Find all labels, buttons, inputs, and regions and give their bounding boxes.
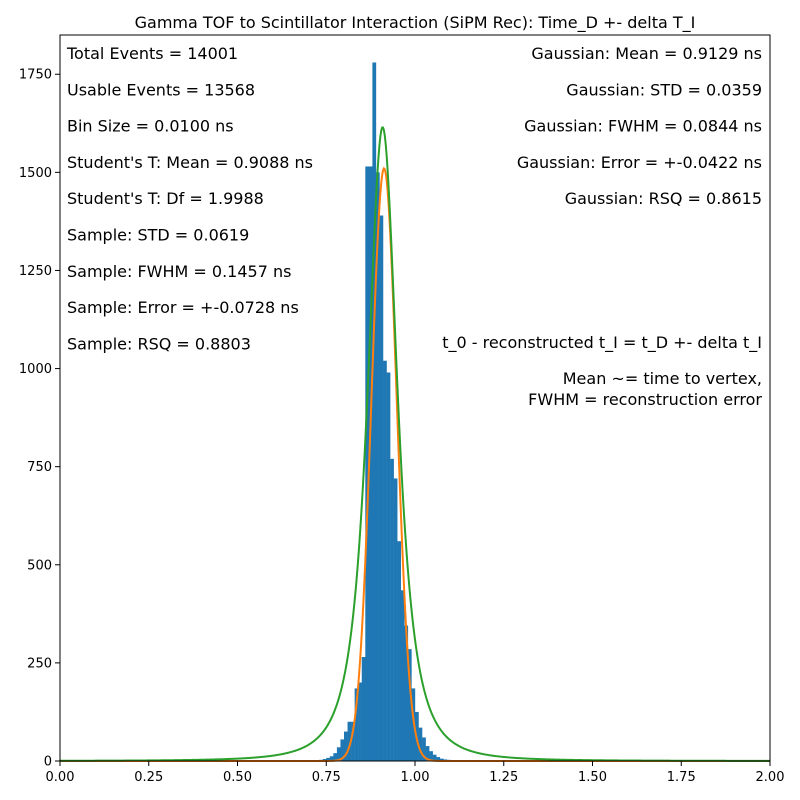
x-tick-label: 1.25 (489, 770, 518, 785)
y-tick-label: 1000 (19, 362, 52, 377)
chart-title: Gamma TOF to Scintillator Interaction (S… (135, 13, 696, 33)
stat-annotation-left: Student's T: Mean = 0.9088 ns (67, 153, 313, 172)
x-tick-label: 0.25 (134, 770, 163, 785)
stat-annotation-right: Gaussian: FWHM = 0.0844 ns (524, 117, 762, 136)
histogram-bar (379, 215, 384, 761)
x-tick-label: 1.50 (578, 770, 607, 785)
y-tick-label: 750 (27, 460, 52, 475)
y-tick-label: 500 (27, 558, 52, 573)
histogram-bar (351, 721, 355, 761)
y-axis: 0 250 500 750 1000 1250 1500 1750 (19, 68, 60, 770)
stat-annotation-left: Total Events = 14001 (66, 44, 238, 63)
histogram-bar (407, 649, 412, 761)
stat-annotation-left: Sample: RSQ = 0.8803 (67, 334, 251, 353)
x-tick-label: 0.50 (223, 770, 252, 785)
stat-annotation-left: Sample: FWHM = 0.1457 ns (67, 262, 291, 281)
y-tick-label: 250 (27, 656, 52, 671)
histogram-bar (361, 657, 366, 761)
histogram-bar (329, 756, 334, 761)
histogram-bar (344, 731, 348, 761)
x-tick-label: 1.00 (401, 770, 430, 785)
annotations: Total Events = 14001 Usable Events = 1356… (66, 44, 762, 409)
histogram-bar (326, 757, 330, 761)
histogram-bar (393, 478, 398, 761)
stat-annotation-left: Usable Events = 13568 (67, 80, 255, 99)
histogram-bar (400, 590, 405, 761)
histogram-bar (336, 747, 341, 761)
histogram-bar (365, 166, 370, 762)
histogram-bar (397, 541, 401, 761)
histogram-bar (429, 751, 433, 761)
histogram-bar (383, 360, 387, 761)
x-axis: 0.00 0.25 0.50 0.75 1.00 1.25 1.50 1.75 2.00 (46, 761, 785, 785)
histogram-bar (425, 746, 430, 761)
stat-annotation-left: Bin Size = 0.0100 ns (67, 117, 234, 136)
stat-annotation-left: Student's T: Df = 1.9988 (67, 189, 264, 208)
histogram-bar (354, 688, 359, 761)
y-tick-label: 1250 (19, 264, 52, 279)
y-tick-label: 1500 (19, 166, 52, 181)
stat-annotation-left: Sample: Error = +-0.0728 ns (67, 298, 299, 317)
histogram-bar (368, 166, 373, 762)
histogram-bar (340, 739, 345, 761)
histogram-bar (375, 172, 380, 762)
note-annotation-right: Mean ~= time to vertex, (563, 369, 762, 388)
x-tick-label: 0.00 (46, 770, 75, 785)
histogram-bar (390, 458, 394, 761)
histogram-bar (386, 372, 391, 761)
y-tick-label: 1750 (19, 68, 52, 83)
histogram-bar (372, 62, 377, 761)
histogram-bar (333, 753, 338, 761)
y-tick-label: 0 (44, 755, 52, 770)
stat-annotation-right: Gaussian: Error = +-0.0422 ns (517, 153, 762, 172)
stat-annotation-right: Gaussian: RSQ = 0.8615 (565, 189, 762, 208)
histogram-bar (358, 682, 362, 761)
stat-annotation-right: Gaussian: Mean = 0.9129 ns (531, 44, 762, 63)
x-tick-label: 2.00 (756, 770, 785, 785)
x-tick-label: 1.75 (667, 770, 696, 785)
x-tick-label: 0.75 (312, 770, 341, 785)
stat-annotation-left: Sample: STD = 0.0619 (67, 226, 249, 245)
histogram-bar (347, 721, 352, 761)
histogram-bar (432, 754, 437, 761)
stat-annotation-right: Gaussian: STD = 0.0359 (566, 80, 762, 99)
note-annotation-right: t_0 - reconstructed t_I = t_D +- delta t… (442, 333, 762, 353)
histogram-bar (418, 727, 423, 761)
histogram-bar (404, 625, 409, 761)
histogram-bar (436, 757, 441, 761)
histogram-bar (439, 758, 444, 761)
histogram-bar (422, 737, 426, 761)
note-annotation-right: FWHM = reconstruction error (528, 390, 762, 409)
